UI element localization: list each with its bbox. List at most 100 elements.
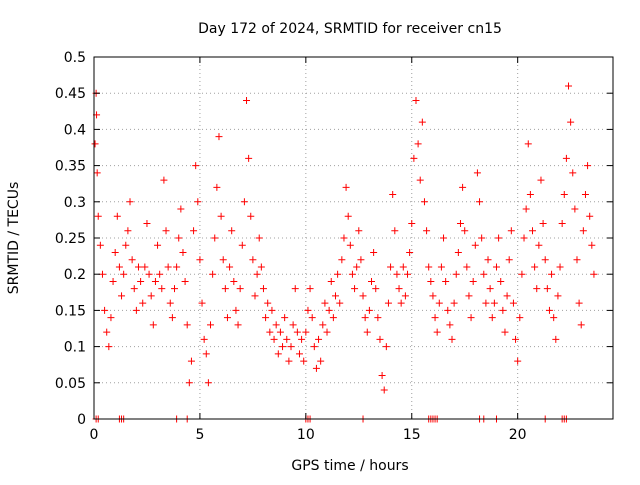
y-tick-label: 0.3 — [64, 195, 86, 211]
x-tick-label: 10 — [297, 427, 315, 443]
data-point — [368, 277, 376, 285]
data-point — [507, 227, 515, 235]
data-point — [103, 328, 111, 336]
data-point — [529, 227, 537, 235]
data-point — [429, 292, 437, 300]
data-point — [444, 306, 452, 314]
data-point — [378, 372, 386, 380]
data-point — [465, 292, 473, 300]
data-point — [264, 299, 272, 307]
y-tick-label: 0.15 — [55, 303, 86, 319]
data-point — [558, 220, 566, 228]
data-point — [317, 357, 325, 365]
data-point — [548, 270, 556, 278]
x-tick-label: 5 — [195, 427, 204, 443]
data-point — [374, 314, 382, 322]
data-point — [190, 227, 198, 235]
data-point — [545, 306, 553, 314]
data-point — [98, 270, 106, 278]
y-tick-label: 0.2 — [64, 267, 86, 283]
data-point — [319, 321, 327, 329]
y-tick-label: 0.35 — [55, 159, 86, 175]
data-point — [404, 270, 412, 278]
data-point — [353, 263, 361, 271]
data-point — [327, 277, 335, 285]
data-point — [162, 227, 170, 235]
data-point — [329, 314, 337, 322]
y-axis-label: SRMTID / TECUs — [6, 182, 22, 295]
data-point — [342, 183, 350, 191]
data-point — [469, 277, 477, 285]
data-point — [442, 277, 450, 285]
data-point — [132, 306, 140, 314]
data-point — [259, 285, 267, 293]
data-point — [94, 212, 102, 220]
data-point — [533, 285, 541, 293]
data-point — [401, 292, 409, 300]
data-point — [257, 263, 265, 271]
data-point — [435, 299, 443, 307]
data-point — [361, 314, 369, 322]
data-point — [503, 292, 511, 300]
data-point — [325, 306, 333, 314]
data-point — [215, 133, 223, 141]
data-point — [522, 205, 530, 213]
data-point — [495, 234, 503, 242]
data-point — [310, 343, 318, 351]
y-tick-label: 0.4 — [64, 122, 86, 138]
data-point — [334, 270, 342, 278]
data-point — [539, 220, 547, 228]
data-point — [126, 198, 134, 206]
data-point — [232, 306, 240, 314]
data-point — [423, 227, 431, 235]
data-point — [340, 234, 348, 242]
data-point — [459, 183, 467, 191]
data-point — [185, 379, 193, 387]
data-point — [226, 263, 234, 271]
data-point — [204, 379, 212, 387]
data-point — [336, 299, 344, 307]
data-point — [499, 306, 507, 314]
y-tick-label: 0.5 — [64, 50, 86, 66]
data-point — [384, 299, 392, 307]
data-point — [331, 292, 339, 300]
data-point — [550, 314, 558, 322]
data-point — [346, 241, 354, 249]
data-point — [270, 335, 278, 343]
data-point — [514, 357, 522, 365]
data-point — [414, 140, 422, 148]
data-point — [96, 241, 104, 249]
data-point — [516, 314, 524, 322]
data-point — [295, 350, 303, 358]
data-point — [207, 321, 215, 329]
data-point — [183, 321, 191, 329]
data-point — [236, 285, 244, 293]
data-point — [456, 220, 464, 228]
data-point — [306, 285, 314, 293]
data-point — [581, 191, 589, 199]
data-point — [440, 234, 448, 242]
data-point — [473, 169, 481, 177]
data-point — [312, 364, 320, 372]
data-point — [268, 306, 276, 314]
data-point — [105, 343, 113, 351]
data-point — [287, 343, 295, 351]
data-point — [501, 328, 509, 336]
data-point — [137, 277, 145, 285]
data-point — [234, 321, 242, 329]
data-point — [181, 277, 189, 285]
data-point — [154, 241, 162, 249]
data-point — [266, 328, 274, 336]
data-point — [365, 306, 373, 314]
data-point — [238, 241, 246, 249]
data-point — [359, 292, 367, 300]
data-point — [463, 263, 471, 271]
data-point — [156, 270, 164, 278]
data-point — [571, 205, 579, 213]
data-point — [289, 321, 297, 329]
data-point — [577, 321, 585, 329]
data-point — [406, 248, 414, 256]
data-point — [584, 162, 592, 170]
